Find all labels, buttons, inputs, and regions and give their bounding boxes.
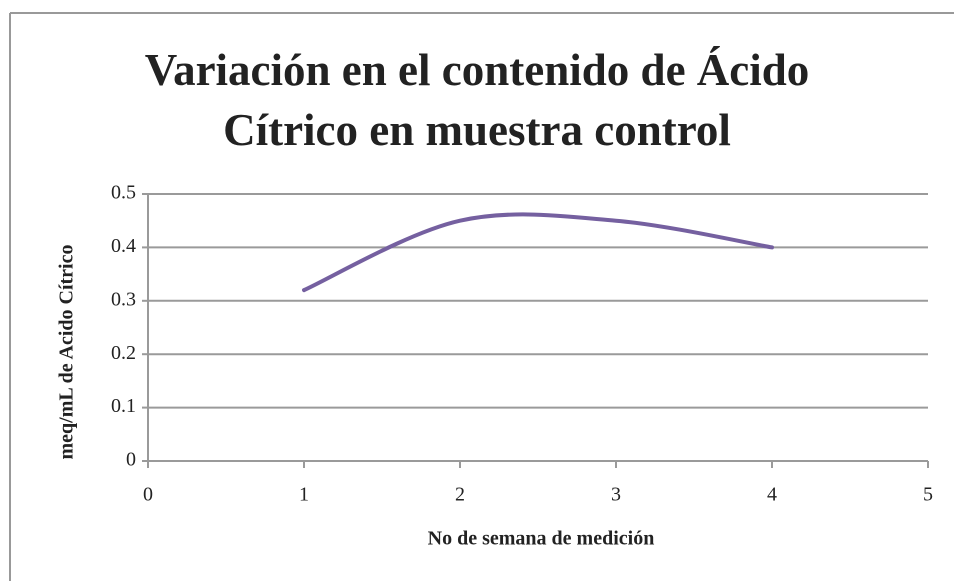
x-tick-label: 2 <box>455 484 465 506</box>
x-tick-label: 1 <box>299 484 309 506</box>
x-tick-label: 0 <box>143 484 153 506</box>
y-tick-label: 0.2 <box>111 342 136 364</box>
x-tick-label: 4 <box>767 484 777 506</box>
y-tick-label: 0.5 <box>111 182 136 204</box>
y-tick-label: 0.4 <box>111 235 136 257</box>
y-tick-label: 0.3 <box>111 288 136 310</box>
y-tick-label: 0.1 <box>111 395 136 417</box>
y-tick-label: 0 <box>126 449 136 471</box>
chart-title: Variación en el contenido de Ácido Cítri… <box>144 45 810 155</box>
x-tick-label: 5 <box>923 484 933 506</box>
x-axis-label: No de semana de medición <box>428 528 655 550</box>
y-axis-label: meq/mL de Acido Cítrico <box>56 245 78 460</box>
x-tick-label: 3 <box>611 484 621 506</box>
data-line <box>302 212 774 293</box>
